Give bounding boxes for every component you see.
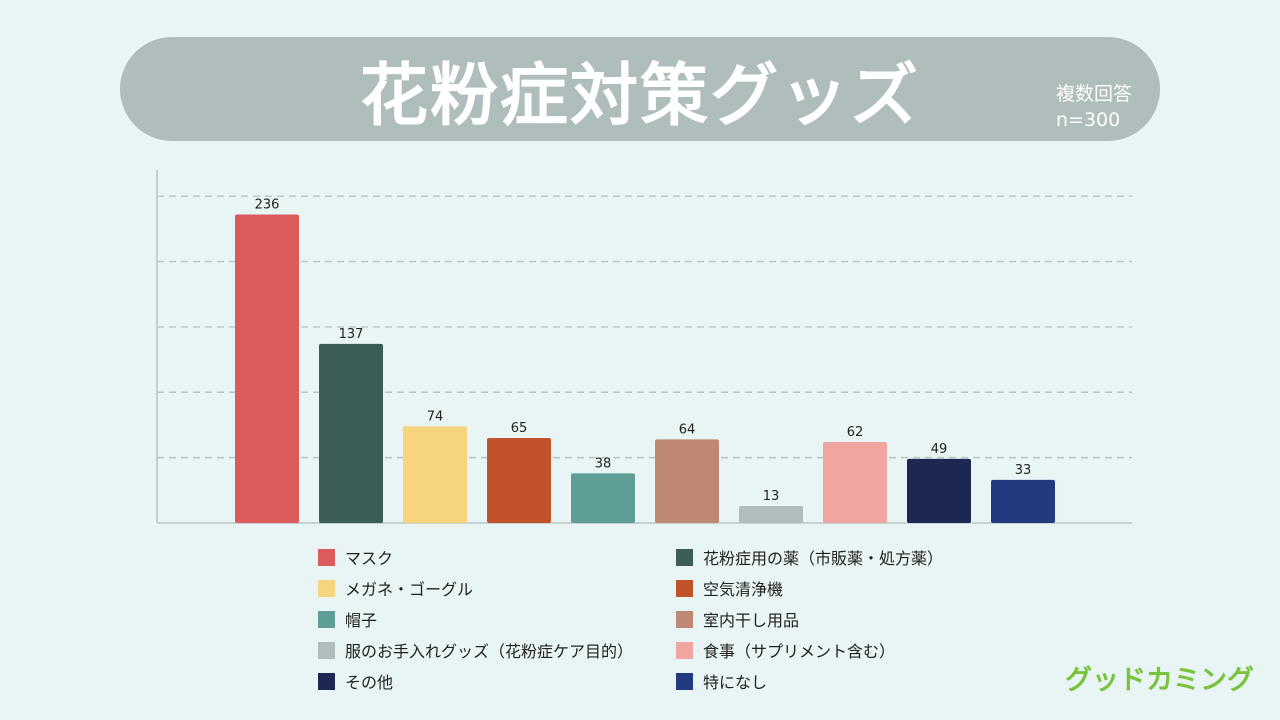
legend-swatch xyxy=(318,641,335,659)
bar xyxy=(739,506,803,523)
legend-label: マスク xyxy=(345,549,394,568)
legend-label: その他 xyxy=(345,673,394,692)
title-banner: 花粉症対策グッズ 複数回答 n=300 xyxy=(120,37,1160,141)
legend-item: 花粉症用の薬（市販薬・処方薬） xyxy=(676,546,996,568)
bar xyxy=(823,441,887,523)
legend-item: 服のお手入れグッズ（花粉症ケア目的） xyxy=(318,639,676,661)
bar xyxy=(319,343,383,523)
bar xyxy=(991,479,1055,523)
legend-swatch xyxy=(676,548,693,566)
legend-label: 特になし xyxy=(703,673,768,692)
bar xyxy=(487,438,551,523)
data-label: 74 xyxy=(427,409,444,424)
data-label: 38 xyxy=(595,456,612,471)
legend-item: 帽子 xyxy=(318,608,676,630)
bar xyxy=(907,458,971,523)
legend-item: その他 xyxy=(318,670,676,692)
legend-label: 花粉症用の薬（市販薬・処方薬） xyxy=(703,549,944,568)
bar xyxy=(571,473,635,523)
legend-swatch xyxy=(318,672,335,690)
chart-title: 花粉症対策グッズ xyxy=(359,56,920,136)
data-label: 13 xyxy=(763,489,780,504)
sample-size: n=300 xyxy=(1055,109,1121,131)
legend-item: 空気清浄機 xyxy=(676,577,996,599)
legend-swatch xyxy=(318,579,335,597)
legend-label: 帽子 xyxy=(345,611,378,630)
legend-swatch xyxy=(676,610,693,628)
multiple-answers-note: 複数回答 xyxy=(1055,83,1132,105)
legend-label: 服のお手入れグッズ（花粉症ケア目的） xyxy=(345,642,634,661)
legend-label: 室内干し用品 xyxy=(703,611,800,630)
legend-label: メガネ・ゴーグル xyxy=(345,580,474,599)
legend-item: メガネ・ゴーグル xyxy=(318,577,676,599)
bar xyxy=(403,426,467,523)
legend-item: 特になし xyxy=(676,670,996,692)
data-label: 62 xyxy=(847,425,864,440)
bar xyxy=(235,214,299,524)
legend-swatch xyxy=(318,610,335,628)
data-label: 137 xyxy=(339,327,364,342)
legend-swatch xyxy=(676,672,693,690)
data-label: 236 xyxy=(255,197,280,212)
legend-item: 室内干し用品 xyxy=(676,608,996,630)
chart-legend: マスク 花粉症用の薬（市販薬・処方薬） メガネ・ゴーグル 空気清浄機帽子 室内干し用品服… xyxy=(318,546,998,692)
legend-label: 食事（サプリメント含む） xyxy=(703,642,896,661)
data-label: 33 xyxy=(1015,463,1032,478)
sample-note: 複数回答 n=300 xyxy=(1056,81,1132,133)
legend-item: 食事（サプリメント含む） xyxy=(676,639,996,661)
data-label: 64 xyxy=(679,422,696,437)
brand-logo: グッドカミング xyxy=(1065,665,1254,696)
bar xyxy=(655,439,719,523)
data-label: 49 xyxy=(931,442,948,457)
data-label: 65 xyxy=(511,421,528,436)
legend-swatch xyxy=(676,579,693,597)
legend-swatch xyxy=(318,548,335,566)
legend-item: マスク xyxy=(318,546,676,568)
legend-swatch xyxy=(676,641,693,659)
legend-label: 空気清浄機 xyxy=(703,580,784,599)
